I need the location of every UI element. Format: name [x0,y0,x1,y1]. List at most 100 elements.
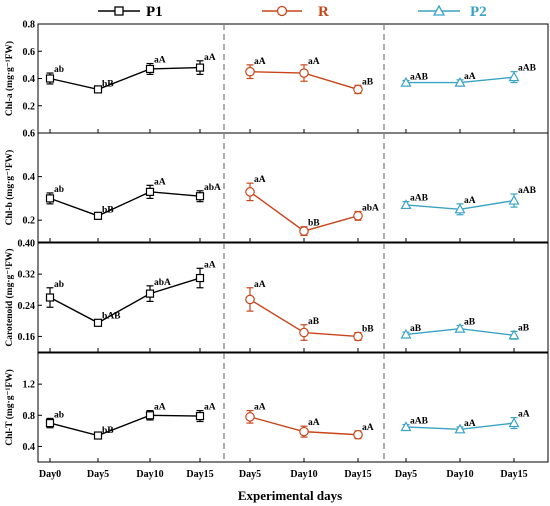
significance-label: aA [362,423,374,433]
significance-label: aA [254,280,266,290]
legend-marker-r [276,5,288,17]
significance-label: aA [464,419,476,429]
series-r: aA aA aB [245,57,374,95]
y-tick-label: 0.6 [23,47,36,58]
data-point [353,429,363,440]
series-line [49,191,201,217]
data-point [195,192,205,201]
y-axis-title: Chl-T (mg·g⁻¹FW) [4,369,15,446]
data-point [45,293,55,302]
data-point [45,74,55,83]
series-line [49,414,201,437]
y-axis-title: Chl-a (mg·g⁻¹FW) [4,41,15,116]
significance-label: bB [102,79,114,89]
significance-label: aAB [410,73,429,83]
significance-label: ab [54,410,64,420]
significance-label: aB [308,317,320,327]
data-point [299,68,309,78]
y-tick-label: 0.2 [23,216,36,227]
series-p1: ab bB aA abA [45,177,221,220]
y-tick-label: 0.8 [23,20,36,31]
significance-label: aA [518,410,530,420]
series-r: aA aA aA [245,403,374,440]
data-point [245,66,255,77]
panel-frame [37,242,549,353]
data-point [400,76,412,87]
data-point [93,85,103,94]
data-point [299,226,309,236]
significance-label: abA [204,183,221,193]
data-point [195,411,205,421]
data-point [508,194,520,205]
series-line [49,66,201,91]
data-point [93,431,103,440]
y-tick-label: 0.24 [18,301,36,312]
y-tick-label: 0.6 [23,129,36,140]
data-point [299,327,309,338]
series-line [249,191,359,232]
legend-entry-p1: P1 [98,4,163,20]
x-axis-title: Experimental days [238,488,342,503]
panel-frame [37,132,549,243]
legend-label-p2: P2 [470,4,487,20]
data-point [299,426,309,437]
series-p1: ab bAB abA aA [45,260,216,327]
significance-label: aB [410,324,422,334]
x-tick-label: Day15 [500,469,527,480]
x-tick-label: Day10 [136,469,163,480]
data-point [93,211,103,220]
x-tick-label: Day15 [186,469,213,480]
series-p1: ab bB aA aA [45,53,216,94]
series-p1: ab bB aA aA [45,403,216,440]
data-point [508,417,520,428]
significance-label: bB [102,206,114,216]
data-point [245,187,255,197]
data-point [454,423,466,434]
series-p2: aAB aA aAB [400,186,537,216]
data-point [93,318,103,327]
significance-label: bB [362,325,374,335]
x-tick-label: Day5 [395,469,417,480]
significance-label: aAB [518,186,537,196]
significance-label: aAB [410,417,429,427]
significance-label: aA [308,57,320,67]
x-tick-label: Day10 [290,469,317,480]
legend-entry-r: R [262,4,329,20]
significance-label: aA [254,403,266,413]
significance-label: aA [154,403,166,413]
significance-label: aA [204,53,216,63]
significance-label: aA [464,196,476,206]
data-point [195,63,205,72]
panel-frame [37,352,549,463]
y-tick-label: 0.32 [18,270,36,281]
data-point [508,329,520,340]
data-point [245,294,255,305]
significance-label: aA [154,56,166,66]
data-point [145,411,155,420]
y-tick-label: 0.16 [18,332,36,343]
data-point [400,199,412,210]
data-point [45,418,55,428]
legend-marker-p2 [432,4,446,16]
series-p2: aAB aA aA [400,410,530,434]
data-point [145,289,155,298]
data-point [353,84,363,95]
significance-label: aA [204,403,216,413]
series-p2: aB aB aB [400,318,530,340]
significance-label: aA [204,260,216,270]
significance-label: aB [362,77,374,87]
y-tick-label: 0.4 [23,442,36,453]
series-line [49,277,201,324]
series-r: aA bB abA [245,175,379,237]
significance-label: bB [102,426,114,436]
significance-label: aA [464,72,476,82]
x-tick-label: Day10 [446,469,473,480]
data-point [45,194,55,203]
data-point [195,273,205,283]
significance-label: bB [308,219,320,229]
